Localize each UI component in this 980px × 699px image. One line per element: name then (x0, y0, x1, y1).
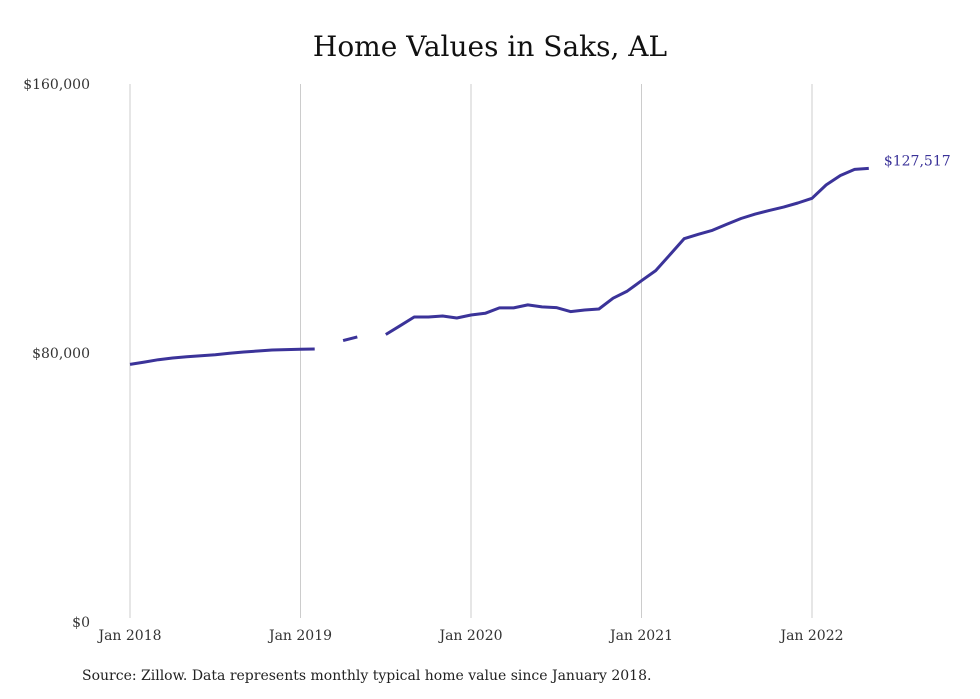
series-line-segment (342, 335, 358, 343)
source-note: Source: Zillow. Data represents monthly … (82, 668, 652, 684)
x-axis-ticks: Jan 2018 Jan 2019 Jan 2020 Jan 2021 Jan 2022 (96, 628, 843, 644)
y-tick-label: $0 (72, 615, 90, 631)
chart-title: Home Values in Saks, AL (312, 30, 668, 63)
series-line-segment (385, 166, 869, 336)
x-tick-label: Jan 2018 (96, 628, 161, 644)
x-tick-label: Jan 2022 (778, 628, 843, 644)
y-tick-label: $160,000 (23, 77, 90, 93)
y-tick-label: $80,000 (32, 346, 90, 362)
gridlines (129, 84, 813, 618)
series-line (129, 166, 869, 366)
y-axis-ticks: $0 $80,000 $160,000 (23, 77, 90, 631)
x-tick-label: Jan 2021 (608, 628, 673, 644)
end-value-label: $127,517 (884, 153, 951, 169)
x-tick-label: Jan 2020 (437, 628, 502, 644)
end-labels: $127,517 (884, 153, 951, 169)
series-line-segment (129, 347, 315, 366)
x-tick-label: Jan 2019 (267, 628, 332, 644)
